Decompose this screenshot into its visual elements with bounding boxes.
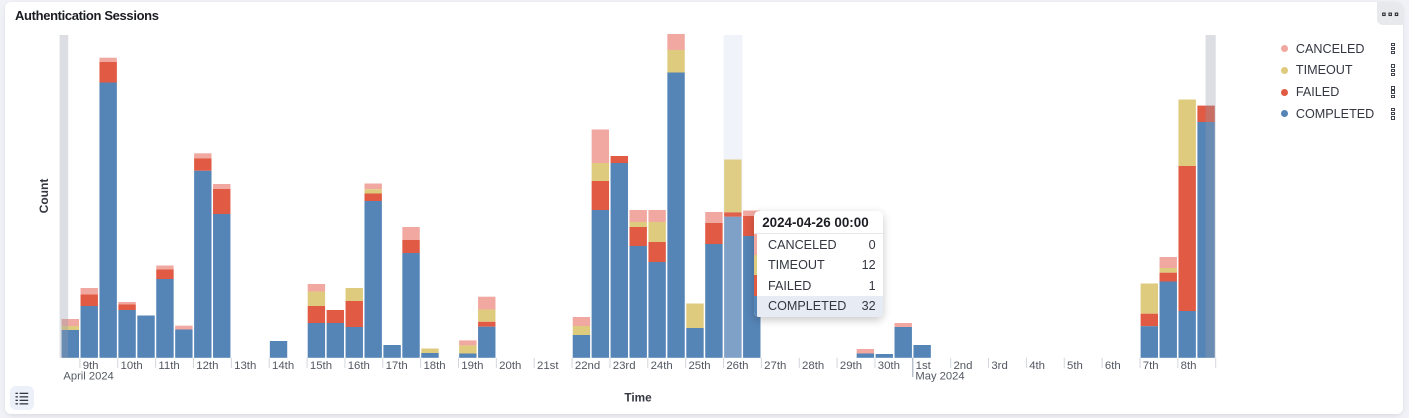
svg-text:Count: Count (37, 179, 51, 214)
svg-text:April 2024: April 2024 (63, 371, 113, 383)
svg-text:14th: 14th (272, 360, 294, 372)
svg-text:25th: 25th (688, 360, 710, 372)
svg-text:17th: 17th (386, 360, 408, 372)
svg-text:20th: 20th (499, 360, 521, 372)
svg-text:3rd: 3rd (991, 360, 1007, 372)
svg-text:10th: 10th (121, 360, 143, 372)
svg-text:22nd: 22nd (575, 360, 600, 372)
svg-text:21st: 21st (537, 360, 559, 372)
svg-text:16th: 16th (348, 360, 370, 372)
svg-text:26th: 26th (726, 360, 748, 372)
svg-text:4th: 4th (1029, 360, 1045, 372)
svg-text:29th: 29th (840, 360, 862, 372)
svg-text:May 2024: May 2024 (915, 371, 964, 383)
svg-text:1st: 1st (916, 360, 932, 372)
svg-text:24th: 24th (651, 360, 673, 372)
svg-text:30th: 30th (878, 360, 900, 372)
svg-text:6th: 6th (1105, 360, 1121, 372)
svg-text:18th: 18th (423, 360, 445, 372)
svg-text:28th: 28th (802, 360, 824, 372)
svg-text:Time: Time (624, 391, 652, 405)
svg-text:5th: 5th (1067, 360, 1083, 372)
svg-text:8th: 8th (1181, 360, 1197, 372)
svg-text:27th: 27th (764, 360, 786, 372)
svg-text:13th: 13th (234, 360, 256, 372)
svg-text:9th: 9th (83, 360, 99, 372)
svg-text:23rd: 23rd (613, 360, 636, 372)
svg-text:7th: 7th (1143, 360, 1159, 372)
svg-text:2nd: 2nd (953, 360, 972, 372)
svg-text:11th: 11th (158, 360, 179, 372)
svg-text:19th: 19th (461, 360, 483, 372)
svg-text:15th: 15th (310, 360, 332, 372)
svg-text:12th: 12th (196, 360, 218, 372)
